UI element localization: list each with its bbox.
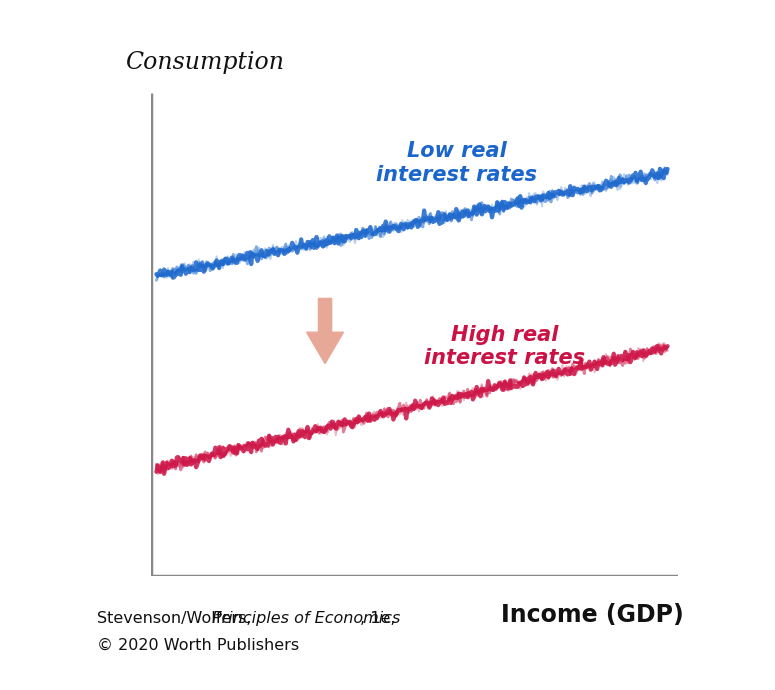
Text: Low real
interest rates: Low real interest rates bbox=[377, 141, 537, 185]
Text: Income (GDP): Income (GDP) bbox=[501, 603, 684, 627]
Text: Stevenson/Wolfers,: Stevenson/Wolfers, bbox=[97, 611, 257, 626]
Text: Principles of Economics: Principles of Economics bbox=[212, 611, 400, 626]
Text: © 2020 Worth Publishers: © 2020 Worth Publishers bbox=[97, 638, 299, 653]
Text: High real
interest rates: High real interest rates bbox=[424, 325, 584, 368]
Text: Consumption: Consumption bbox=[125, 51, 284, 74]
FancyArrow shape bbox=[307, 298, 343, 364]
Text: , 1e,: , 1e, bbox=[360, 611, 396, 626]
